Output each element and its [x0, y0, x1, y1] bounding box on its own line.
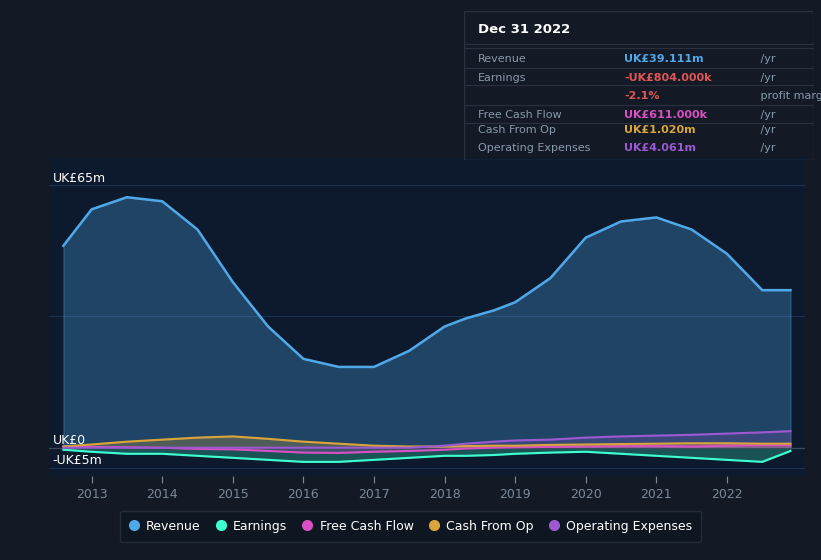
Text: Free Cash Flow: Free Cash Flow: [478, 110, 562, 120]
Text: -UK£804.000k: -UK£804.000k: [624, 73, 712, 83]
Text: /yr: /yr: [757, 54, 776, 64]
Text: -2.1%: -2.1%: [624, 91, 660, 101]
Text: /yr: /yr: [757, 125, 776, 135]
Text: /yr: /yr: [757, 110, 776, 120]
Text: /yr: /yr: [757, 73, 776, 83]
Text: Earnings: Earnings: [478, 73, 526, 83]
Text: /yr: /yr: [757, 143, 776, 153]
Text: Dec 31 2022: Dec 31 2022: [478, 22, 570, 35]
Text: UK£39.111m: UK£39.111m: [624, 54, 704, 64]
Text: UK£0: UK£0: [53, 433, 86, 446]
Text: Cash From Op: Cash From Op: [478, 125, 556, 135]
Text: Operating Expenses: Operating Expenses: [478, 143, 590, 153]
Text: profit margin: profit margin: [757, 91, 821, 101]
Legend: Revenue, Earnings, Free Cash Flow, Cash From Op, Operating Expenses: Revenue, Earnings, Free Cash Flow, Cash …: [120, 511, 701, 542]
Text: UK£4.061m: UK£4.061m: [624, 143, 696, 153]
Text: UK£611.000k: UK£611.000k: [624, 110, 708, 120]
Text: UK£65m: UK£65m: [53, 172, 106, 185]
Text: -UK£5m: -UK£5m: [53, 454, 103, 466]
Text: UK£1.020m: UK£1.020m: [624, 125, 696, 135]
Text: Revenue: Revenue: [478, 54, 526, 64]
